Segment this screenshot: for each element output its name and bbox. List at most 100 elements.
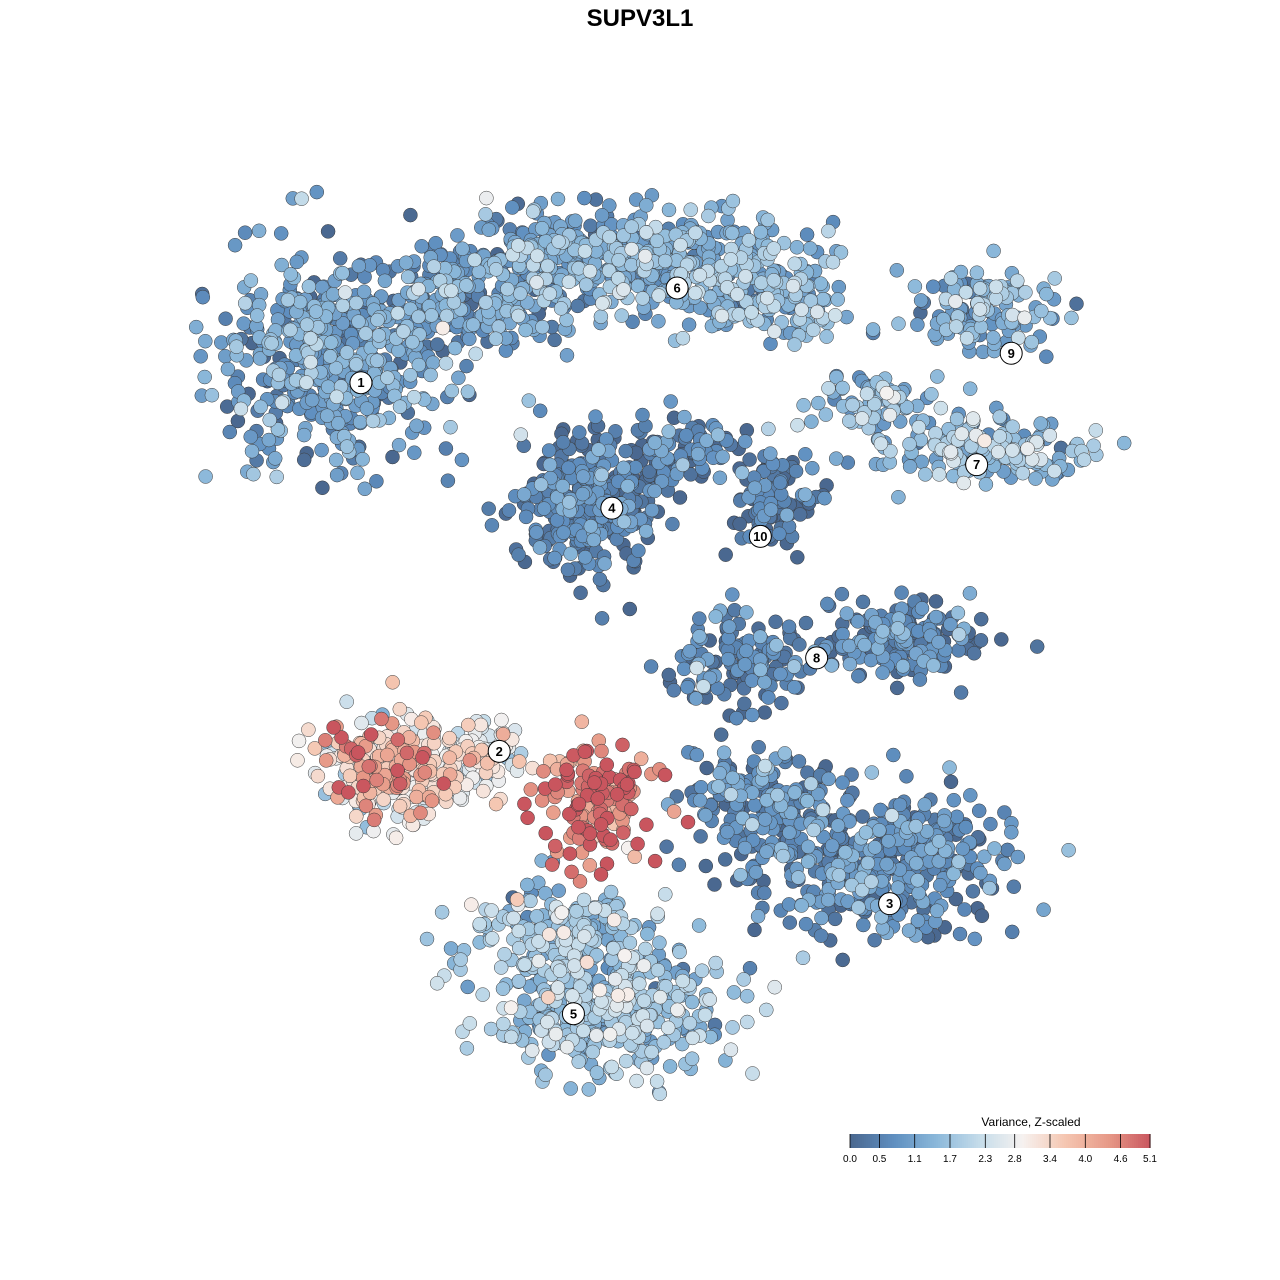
data-point [572, 874, 588, 889]
cluster-label-4: 4 [600, 496, 624, 520]
data-point [821, 771, 836, 787]
data-point [503, 1029, 519, 1045]
data-point [1010, 849, 1026, 865]
data-point [419, 931, 435, 947]
cluster-label-3: 3 [878, 892, 902, 916]
data-point [602, 198, 617, 213]
data-point [737, 434, 753, 449]
data-point [540, 258, 555, 274]
data-point [510, 238, 526, 253]
data-point [330, 416, 346, 431]
data-point [827, 911, 843, 927]
data-point [320, 224, 336, 239]
data-point [1086, 438, 1101, 453]
data-point [363, 727, 379, 742]
data-point [283, 267, 298, 282]
data-point [214, 335, 229, 350]
data-point [577, 744, 593, 760]
data-point [806, 322, 821, 338]
data-point [555, 478, 570, 494]
data-point [339, 439, 355, 454]
data-point [564, 864, 579, 880]
data-point [857, 637, 872, 653]
data-point [828, 451, 844, 466]
data-point [956, 475, 971, 491]
cluster-label-badge [878, 892, 902, 916]
data-point [303, 354, 318, 370]
data-point [907, 279, 923, 294]
data-point [631, 543, 646, 558]
data-point [309, 184, 325, 200]
data-point [434, 904, 450, 920]
data-point [692, 629, 707, 644]
data-point [986, 330, 1001, 345]
data-point [553, 301, 569, 316]
colorbar-tick-label: 0.5 [872, 1154, 886, 1165]
data-point [1004, 825, 1019, 840]
data-point [1047, 463, 1062, 479]
data-point [679, 428, 694, 443]
data-point [349, 809, 364, 824]
data-point [491, 319, 507, 335]
colorbar-tick-label: 0.0 [843, 1154, 857, 1165]
data-point [308, 304, 324, 319]
data-point [616, 825, 631, 840]
cluster-label-10: 10 [748, 524, 772, 548]
cluster-label-badge [665, 276, 689, 300]
cluster-label-text: 7 [973, 457, 980, 472]
data-point [252, 351, 268, 366]
data-point [493, 960, 509, 975]
data-point [1028, 471, 1043, 486]
data-point [593, 867, 609, 882]
data-point [671, 857, 687, 873]
data-point [554, 905, 570, 920]
data-point [890, 880, 906, 895]
data-point [859, 386, 875, 401]
data-point [797, 487, 813, 502]
colorbar-tick-label: 5.1 [1143, 1154, 1157, 1165]
data-point [538, 886, 553, 901]
data-point [751, 739, 766, 755]
data-point [781, 897, 797, 912]
data-point [618, 1053, 634, 1069]
data-point [567, 958, 582, 973]
data-point [750, 909, 766, 924]
data-point [737, 696, 752, 711]
data-point [530, 248, 545, 264]
data-point [361, 759, 377, 774]
data-point [335, 316, 351, 331]
data-point [417, 765, 433, 780]
data-point [693, 829, 708, 844]
data-point [673, 237, 688, 253]
data-point [555, 435, 571, 450]
data-point [685, 1030, 700, 1046]
data-point [622, 935, 638, 951]
data-point [943, 617, 958, 632]
data-point [982, 880, 997, 896]
data-point [639, 198, 654, 213]
data-point [341, 785, 356, 800]
data-point [351, 314, 366, 329]
data-point [627, 764, 642, 780]
data-point [358, 326, 373, 341]
data-point [562, 806, 577, 822]
data-point [946, 792, 962, 808]
data-point [1069, 296, 1084, 312]
data-point [953, 685, 969, 700]
data-point [767, 324, 782, 339]
data-point [794, 302, 809, 317]
data-point [531, 934, 546, 949]
data-point [951, 854, 966, 869]
data-point [620, 478, 635, 494]
data-point [747, 480, 763, 496]
data-point [403, 367, 418, 383]
data-point [763, 502, 779, 517]
data-point [772, 526, 787, 542]
data-point [684, 994, 700, 1010]
data-point [246, 466, 261, 482]
data-point [757, 758, 773, 774]
data-point [273, 226, 289, 241]
data-point [444, 283, 459, 298]
data-point [562, 846, 578, 861]
data-point [319, 408, 335, 423]
